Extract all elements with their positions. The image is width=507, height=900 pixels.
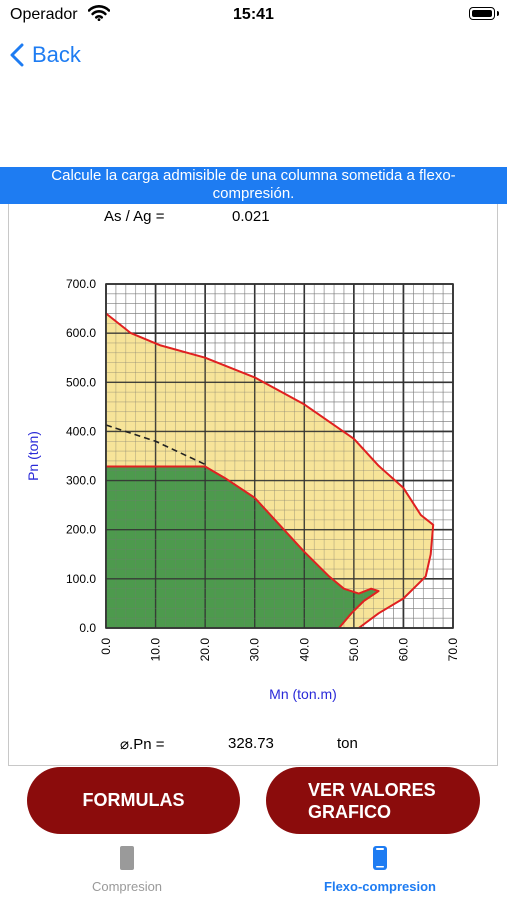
interaction-diagram-chart: 0.0 100.0 200.0 300.0 400.0 500.0 600.0 700.0 0.… [25, 277, 460, 702]
formulas-button-label: FORMULAS [82, 790, 185, 810]
y-tick-label: 500.0 [66, 375, 96, 389]
phone-icon [120, 846, 134, 870]
y-tick-label: 100.0 [66, 572, 96, 586]
plot-border [105, 283, 454, 629]
x-tick-label: 0.0 [99, 638, 113, 655]
y-tick-label: 300.0 [66, 474, 96, 488]
x-tick-label: 50.0 [347, 638, 361, 662]
x-tick-label: 30.0 [248, 638, 262, 662]
tab-compresion-label: Compresion [91, 879, 163, 894]
phone-icon [373, 846, 387, 870]
tab-flexo-label: Flexo-compresion [324, 879, 436, 894]
instruction-banner: Calcule la carga admisible de una column… [0, 167, 507, 204]
result-unit: ton [337, 735, 358, 752]
y-tick-label: 700.0 [66, 277, 96, 291]
ratio-label: As / Ag = [104, 208, 165, 225]
dashed-cap-line [105, 424, 206, 466]
ver-valores-grafico-button[interactable]: VER VALORES GRAFICO [266, 767, 480, 834]
result-label: ⌀.Pn = [120, 736, 165, 753]
x-tick-label: 70.0 [446, 638, 460, 662]
tab-compresion[interactable]: Compresion [68, 845, 186, 894]
x-tick-label: 60.0 [396, 638, 410, 662]
y-tick-label: 400.0 [66, 424, 96, 438]
back-label: Back [32, 42, 81, 67]
y-axis-label: Pn (ton) [25, 431, 41, 481]
banner-text: Calcule la carga admisible de una column… [51, 167, 456, 202]
x-axis-label: Mn (ton.m) [269, 686, 337, 702]
formulas-button[interactable]: FORMULAS [27, 767, 240, 834]
chevron-left-icon [10, 43, 24, 67]
wifi-icon [87, 5, 111, 26]
tab-flexo-compresion[interactable]: Flexo-compresion [310, 845, 450, 894]
carrier-name: Operador [10, 6, 78, 23]
ver-valores-button-label: VER VALORES GRAFICO [308, 779, 436, 822]
battery-icon [469, 7, 499, 20]
ratio-value: 0.021 [232, 208, 270, 225]
y-tick-label: 0.0 [79, 621, 96, 635]
status-time: 15:41 [233, 6, 274, 23]
back-button[interactable]: Back [10, 42, 81, 68]
design-strength-area [106, 466, 379, 628]
x-tick-label: 20.0 [198, 638, 212, 662]
design-strength-curve [106, 465, 380, 629]
nominal-strength-curve [105, 312, 435, 629]
x-tick-label: 40.0 [297, 638, 311, 662]
status-bar: Operador 15:41 [0, 0, 507, 34]
result-value: 328.73 [228, 735, 274, 752]
y-tick-label: 600.0 [66, 326, 96, 340]
y-tick-label: 200.0 [66, 523, 96, 537]
x-tick-label: 10.0 [149, 638, 163, 662]
